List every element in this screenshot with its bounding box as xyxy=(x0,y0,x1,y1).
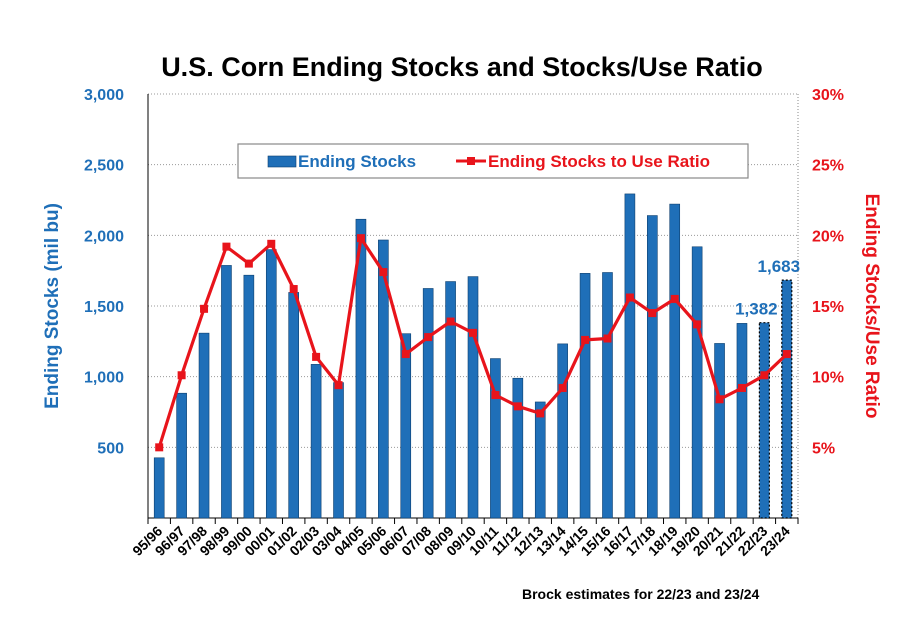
ratio-point xyxy=(491,391,500,400)
ratio-point xyxy=(581,335,590,344)
ratio-point xyxy=(356,234,365,243)
y-right-tick-label: 10% xyxy=(812,370,844,387)
y-right-tick-label: 25% xyxy=(812,158,844,175)
bar xyxy=(310,364,322,519)
bar xyxy=(557,343,568,519)
bar xyxy=(153,457,165,519)
y-left-tick-label: 1,500 xyxy=(84,299,124,316)
y-right-tick-label: 5% xyxy=(812,440,835,457)
bar xyxy=(333,382,344,519)
bar-data-label: 1,382 xyxy=(735,300,778,319)
ratio-point xyxy=(177,371,186,380)
bar xyxy=(288,292,299,519)
legend-label-bars: Ending Stocks xyxy=(298,152,416,171)
ratio-point xyxy=(760,371,769,380)
ratio-point xyxy=(379,268,388,277)
bar xyxy=(736,323,748,519)
bar-data-label: 1,683 xyxy=(758,257,801,276)
bar xyxy=(400,333,412,519)
y-left-tick-label: 500 xyxy=(97,440,124,457)
bar xyxy=(691,246,703,519)
bar-estimate xyxy=(758,322,770,519)
legend-swatch-marker xyxy=(467,157,475,165)
ratio-point xyxy=(782,350,791,359)
bar xyxy=(669,203,681,519)
ratio-point xyxy=(424,333,433,342)
ratio-point xyxy=(737,383,746,392)
legend-box xyxy=(237,143,749,179)
chart-title: U.S. Corn Ending Stocks and Stocks/Use R… xyxy=(161,52,763,82)
ratio-point xyxy=(401,350,410,359)
y-right-tick-label: 20% xyxy=(812,228,844,245)
y-right-axis-title: Ending Stocks/Use Ratio xyxy=(861,194,882,419)
ratio-point xyxy=(693,320,702,329)
y-left-axis-title: Ending Stocks (mil bu) xyxy=(42,203,63,409)
bar xyxy=(445,281,456,519)
ratio-point xyxy=(222,242,231,251)
bar xyxy=(422,288,434,519)
chart-footnote: Brock estimates for 22/23 and 23/24 xyxy=(522,586,760,602)
bar xyxy=(714,343,725,519)
ratio-point xyxy=(536,409,545,418)
ratio-point xyxy=(715,395,724,404)
y-left-tick-label: 1,000 xyxy=(84,370,124,387)
y-left-tick-label: 3,000 xyxy=(84,87,124,104)
ratio-point xyxy=(446,317,455,326)
y-right-tick-label: 15% xyxy=(812,299,844,316)
bar xyxy=(378,239,389,519)
bar-estimate xyxy=(781,279,793,519)
bar xyxy=(490,358,501,519)
ratio-point xyxy=(469,328,477,337)
ratio-point xyxy=(648,309,657,318)
bar xyxy=(467,276,479,519)
bar xyxy=(647,215,658,519)
ratio-point xyxy=(312,352,321,361)
bar xyxy=(579,273,591,519)
bar xyxy=(176,392,187,519)
ratio-point xyxy=(603,334,612,343)
bar xyxy=(534,401,546,519)
ratio-point xyxy=(558,383,567,392)
legend-label-line: Ending Stocks to Use Ratio xyxy=(488,152,710,171)
ratio-point xyxy=(200,304,209,313)
ratio-point xyxy=(289,285,298,294)
bar xyxy=(243,274,255,519)
bar xyxy=(355,218,367,519)
ratio-point xyxy=(244,259,253,268)
bar xyxy=(265,249,277,519)
ratio-point xyxy=(155,443,164,452)
bar xyxy=(198,332,210,519)
y-left-tick-label: 2,500 xyxy=(84,158,124,175)
y-right-tick-label: 30% xyxy=(812,87,844,104)
ratio-point xyxy=(670,294,679,303)
bar xyxy=(221,265,232,519)
ratio-point xyxy=(334,381,343,390)
legend-swatch-bars xyxy=(267,155,297,168)
ratio-point xyxy=(625,293,634,302)
bar xyxy=(624,193,636,519)
ratio-point xyxy=(267,239,276,248)
y-left-tick-label: 2,000 xyxy=(84,228,124,245)
ratio-point xyxy=(513,402,522,411)
bar xyxy=(602,272,613,519)
bar xyxy=(512,377,524,519)
